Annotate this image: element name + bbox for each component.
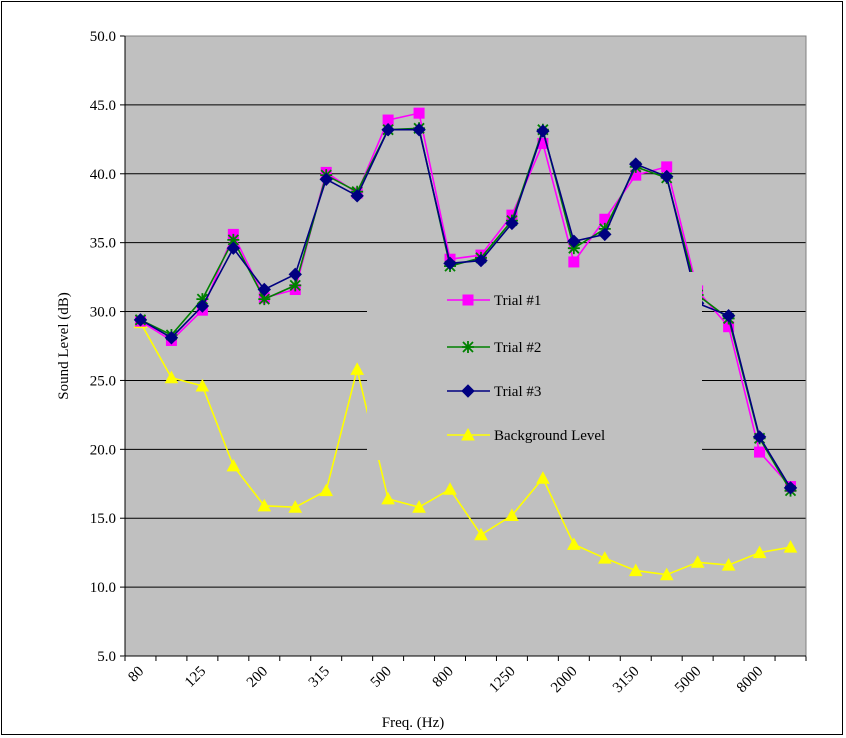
legend-entry: Trial #1 xyxy=(447,293,541,309)
data-point xyxy=(288,500,303,513)
series-line xyxy=(140,128,792,489)
data-point xyxy=(536,471,550,484)
data-point xyxy=(289,279,302,292)
data-point xyxy=(443,482,457,495)
data-point xyxy=(195,299,210,313)
x-tick-label: 3150 xyxy=(610,664,643,697)
data-point xyxy=(288,267,302,282)
legend-swatch-marker xyxy=(462,294,474,306)
legend-label: Trial #3 xyxy=(494,384,541,400)
data-point xyxy=(783,481,798,495)
data-point xyxy=(319,172,333,186)
x-tick-label: 5000 xyxy=(672,664,705,697)
y-axis-title: Sound Level (dB) xyxy=(56,292,72,399)
data-point xyxy=(196,293,209,306)
data-point xyxy=(258,293,271,306)
y-tick-label: 15.0 xyxy=(90,511,116,527)
data-point xyxy=(226,241,241,255)
x-tick-label: 2000 xyxy=(548,664,581,697)
legend-entry: Trial #3 xyxy=(447,384,541,400)
data-point xyxy=(597,551,612,564)
data-point xyxy=(164,331,179,345)
y-tick-label: 10.0 xyxy=(90,580,116,596)
data-point xyxy=(227,233,240,246)
legend-swatch-marker xyxy=(461,427,475,441)
data-point xyxy=(752,545,767,559)
data-point xyxy=(413,107,425,119)
y-tick-label: 35.0 xyxy=(90,236,116,252)
data-point xyxy=(783,540,798,553)
data-point xyxy=(721,558,736,571)
data-point xyxy=(567,234,581,248)
series-trial-3 xyxy=(133,122,798,495)
data-point xyxy=(567,242,580,255)
data-point xyxy=(133,313,148,327)
data-point xyxy=(319,483,334,497)
x-tick-label: 125 xyxy=(182,664,209,691)
data-point xyxy=(257,282,272,297)
data-point xyxy=(566,537,581,550)
x-tick-label: 200 xyxy=(244,664,271,691)
y-tick-label: 25.0 xyxy=(90,373,116,389)
series-layer xyxy=(133,107,798,581)
series-line xyxy=(139,322,791,576)
data-point xyxy=(350,362,365,375)
legend-box xyxy=(367,272,702,460)
x-tick-label: 8000 xyxy=(734,664,767,697)
y-tick-label: 50.0 xyxy=(90,29,116,45)
data-point xyxy=(381,491,395,505)
data-point xyxy=(752,430,767,444)
data-point xyxy=(350,189,364,203)
data-point xyxy=(412,122,426,137)
data-point xyxy=(659,169,674,184)
data-point xyxy=(474,527,488,541)
y-tick-label: 45.0 xyxy=(90,98,116,114)
legend-entry: Background Level xyxy=(447,427,605,444)
legend-label: Trial #2 xyxy=(494,340,541,356)
data-point xyxy=(443,256,457,271)
x-axis-title: Freq. (Hz) xyxy=(382,715,444,731)
series-background-level xyxy=(133,315,798,581)
legend-label: Trial #1 xyxy=(494,293,541,309)
data-point xyxy=(721,308,736,323)
y-tick-label: 40.0 xyxy=(90,167,116,183)
x-tick-label: 500 xyxy=(368,664,395,691)
y-tick-label: 5.0 xyxy=(97,649,116,665)
x-axis-ticks: 80 125 200 315 500 800 1250 2000 3150 5000 8000 xyxy=(124,656,807,697)
data-point xyxy=(412,500,426,513)
y-tick-label: 20.0 xyxy=(90,442,116,458)
data-point xyxy=(505,508,519,521)
data-point xyxy=(381,122,395,137)
legend-swatch-marker xyxy=(461,384,475,398)
data-point xyxy=(629,157,643,171)
legend-swatch-marker xyxy=(462,341,474,353)
data-point xyxy=(474,253,488,268)
data-point xyxy=(628,563,643,577)
x-tick-label: 80 xyxy=(125,664,147,686)
data-point xyxy=(568,256,580,268)
y-tick-label: 30.0 xyxy=(90,305,116,321)
data-point xyxy=(257,498,272,512)
y-axis-ticks: 5.0 10.0 15.0 20.0 25.0 30.0 35.0 40.0 45.0 50.0 xyxy=(90,29,125,665)
x-tick-label: 1250 xyxy=(486,664,519,697)
data-point xyxy=(195,378,210,392)
data-point xyxy=(536,124,550,138)
series-line xyxy=(140,112,792,488)
data-point xyxy=(226,458,241,472)
legend-label: Background Level xyxy=(494,428,605,444)
data-point xyxy=(164,370,179,384)
data-point xyxy=(598,227,612,242)
legend: Trial #1 Trial #2 Trial #3 Background Level xyxy=(367,272,702,460)
legend-entry: Trial #2 xyxy=(447,340,541,356)
data-point xyxy=(754,446,766,458)
x-tick-label: 315 xyxy=(306,664,333,691)
data-point xyxy=(659,567,674,581)
data-point xyxy=(505,216,519,231)
x-tick-label: 800 xyxy=(430,664,457,691)
data-point xyxy=(690,555,705,568)
